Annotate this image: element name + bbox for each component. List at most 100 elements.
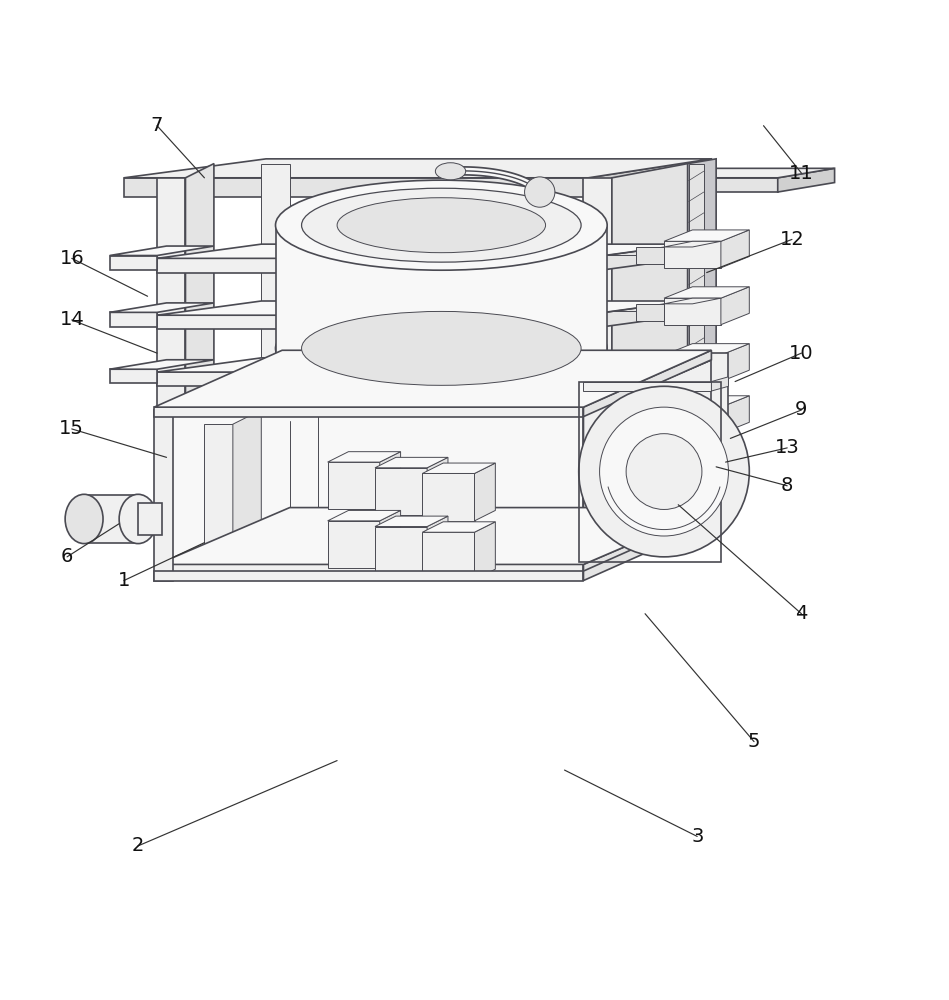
Text: 7: 7 (151, 116, 163, 135)
Polygon shape (375, 527, 427, 574)
Polygon shape (664, 298, 721, 325)
Polygon shape (157, 564, 584, 578)
Polygon shape (664, 287, 750, 298)
Polygon shape (664, 396, 750, 407)
Polygon shape (157, 244, 688, 258)
Polygon shape (664, 241, 721, 268)
Polygon shape (664, 407, 721, 434)
Polygon shape (154, 410, 173, 581)
Polygon shape (584, 358, 688, 386)
Polygon shape (636, 413, 664, 430)
Polygon shape (110, 303, 214, 312)
Polygon shape (375, 516, 448, 527)
Text: 3: 3 (691, 827, 703, 846)
Text: 9: 9 (795, 400, 808, 419)
Polygon shape (139, 503, 161, 535)
Ellipse shape (275, 303, 607, 393)
Polygon shape (522, 178, 778, 192)
Circle shape (626, 434, 702, 509)
Polygon shape (584, 508, 716, 578)
Polygon shape (110, 312, 157, 327)
Polygon shape (327, 462, 380, 509)
Polygon shape (664, 298, 721, 304)
Polygon shape (636, 361, 664, 378)
Polygon shape (380, 510, 400, 568)
Text: 14: 14 (60, 310, 84, 329)
Text: 13: 13 (774, 438, 800, 457)
Text: 4: 4 (795, 604, 808, 623)
Polygon shape (664, 344, 750, 355)
Text: 11: 11 (789, 164, 814, 183)
Polygon shape (721, 230, 750, 268)
Polygon shape (110, 360, 214, 369)
Polygon shape (721, 344, 750, 382)
Polygon shape (154, 407, 584, 417)
Polygon shape (84, 495, 139, 543)
Ellipse shape (65, 494, 103, 544)
Polygon shape (110, 369, 157, 383)
Text: 8: 8 (781, 476, 793, 495)
Polygon shape (110, 256, 157, 270)
Text: 15: 15 (60, 419, 84, 438)
Polygon shape (522, 168, 834, 178)
Polygon shape (327, 452, 400, 462)
Polygon shape (664, 230, 750, 241)
Polygon shape (323, 346, 560, 358)
Circle shape (579, 386, 750, 557)
Text: 12: 12 (779, 230, 805, 249)
Text: 2: 2 (132, 836, 144, 855)
Polygon shape (778, 168, 834, 192)
Polygon shape (664, 407, 721, 413)
Polygon shape (422, 473, 474, 521)
Polygon shape (584, 350, 712, 417)
Polygon shape (584, 514, 712, 581)
Polygon shape (721, 287, 750, 325)
Text: 1: 1 (118, 571, 130, 590)
Polygon shape (124, 178, 588, 197)
Polygon shape (584, 382, 712, 391)
Text: 6: 6 (61, 547, 73, 566)
Polygon shape (157, 258, 584, 273)
Polygon shape (275, 225, 607, 353)
Polygon shape (612, 164, 688, 415)
Polygon shape (712, 353, 729, 524)
Polygon shape (664, 241, 721, 247)
Polygon shape (157, 358, 688, 372)
Ellipse shape (302, 311, 581, 385)
Ellipse shape (120, 494, 157, 544)
Polygon shape (157, 372, 584, 386)
Polygon shape (664, 355, 721, 382)
Ellipse shape (525, 177, 555, 207)
Ellipse shape (337, 198, 546, 253)
Polygon shape (427, 457, 448, 515)
Polygon shape (422, 463, 495, 473)
Polygon shape (422, 522, 495, 532)
Polygon shape (185, 164, 214, 415)
Polygon shape (157, 508, 716, 564)
Polygon shape (584, 244, 688, 273)
Polygon shape (712, 377, 729, 391)
Text: 16: 16 (60, 249, 84, 268)
Polygon shape (584, 358, 716, 576)
Polygon shape (584, 301, 688, 329)
Polygon shape (375, 468, 427, 515)
Polygon shape (422, 532, 474, 580)
Ellipse shape (302, 188, 581, 262)
Polygon shape (157, 301, 688, 315)
Polygon shape (110, 246, 214, 256)
Text: 10: 10 (790, 344, 813, 363)
Polygon shape (664, 355, 721, 361)
Polygon shape (157, 178, 185, 415)
Polygon shape (327, 510, 400, 521)
Polygon shape (636, 304, 664, 321)
Polygon shape (721, 396, 750, 434)
Circle shape (600, 407, 729, 536)
Polygon shape (588, 159, 712, 197)
Polygon shape (157, 358, 716, 415)
Ellipse shape (436, 163, 466, 180)
Polygon shape (689, 164, 704, 424)
Polygon shape (688, 159, 716, 401)
Polygon shape (154, 571, 584, 581)
Text: 5: 5 (748, 732, 760, 751)
Polygon shape (261, 164, 289, 401)
